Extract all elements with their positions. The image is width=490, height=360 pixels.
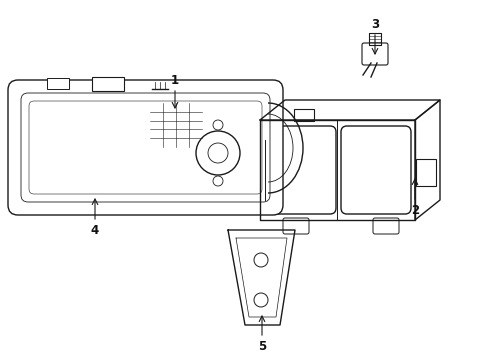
Text: 3: 3 [371, 18, 379, 31]
FancyBboxPatch shape [203, 113, 219, 137]
Text: 5: 5 [258, 339, 266, 352]
FancyBboxPatch shape [47, 78, 69, 89]
FancyBboxPatch shape [92, 77, 124, 91]
FancyBboxPatch shape [99, 83, 211, 167]
Text: 2: 2 [411, 203, 419, 216]
FancyBboxPatch shape [8, 80, 283, 215]
Text: 4: 4 [91, 224, 99, 237]
Bar [150, 103, 202, 147]
Text: 1: 1 [171, 73, 179, 86]
